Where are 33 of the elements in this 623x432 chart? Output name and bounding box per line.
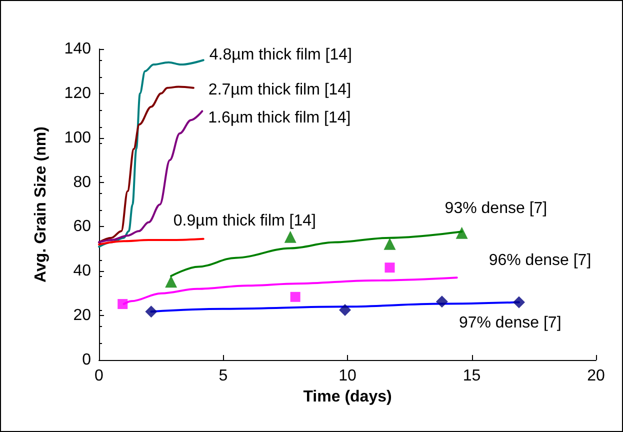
y-tick-label: 80 xyxy=(73,174,92,191)
point xyxy=(436,296,448,308)
text: 96% dense [7] xyxy=(488,252,592,270)
y-tick-label: 0 xyxy=(82,352,92,368)
y-axis-title: Avg. Grain Size (nm) xyxy=(32,126,50,282)
x-tick-label: 15 xyxy=(462,368,481,384)
point xyxy=(284,230,296,243)
x-tick-label: 10 xyxy=(338,368,356,384)
y-tick-label: 120 xyxy=(64,84,92,102)
point xyxy=(384,262,395,273)
series-label: 97% dense [7] xyxy=(458,314,562,332)
x-axis-title: Time (days) xyxy=(303,388,392,406)
x-tick-label: 20 xyxy=(587,368,605,384)
point xyxy=(384,238,396,250)
point xyxy=(512,296,525,308)
point xyxy=(165,276,178,288)
y-tick-label: 20 xyxy=(73,307,92,324)
series-label: 93% dense [7] xyxy=(444,200,548,218)
x-tick-label: 5 xyxy=(218,368,228,384)
point xyxy=(290,292,300,302)
point xyxy=(339,304,352,316)
x-tick-label: 0 xyxy=(94,368,104,384)
series-label: 2.7µm thick film [14] xyxy=(208,81,352,98)
y-tick-label: 40 xyxy=(73,262,92,280)
point xyxy=(456,226,468,239)
series-label: 4.8µm thick film [14] xyxy=(209,46,352,64)
y-tick-label: 140 xyxy=(64,40,92,58)
y-tick-label: 100 xyxy=(64,129,92,146)
series-label: 1.6µm thick film [14] xyxy=(208,110,351,127)
point xyxy=(145,306,158,318)
series-label: 0.9µm thick film [14] xyxy=(173,212,316,230)
y-tick-label: 60 xyxy=(73,218,92,236)
point xyxy=(118,299,128,310)
